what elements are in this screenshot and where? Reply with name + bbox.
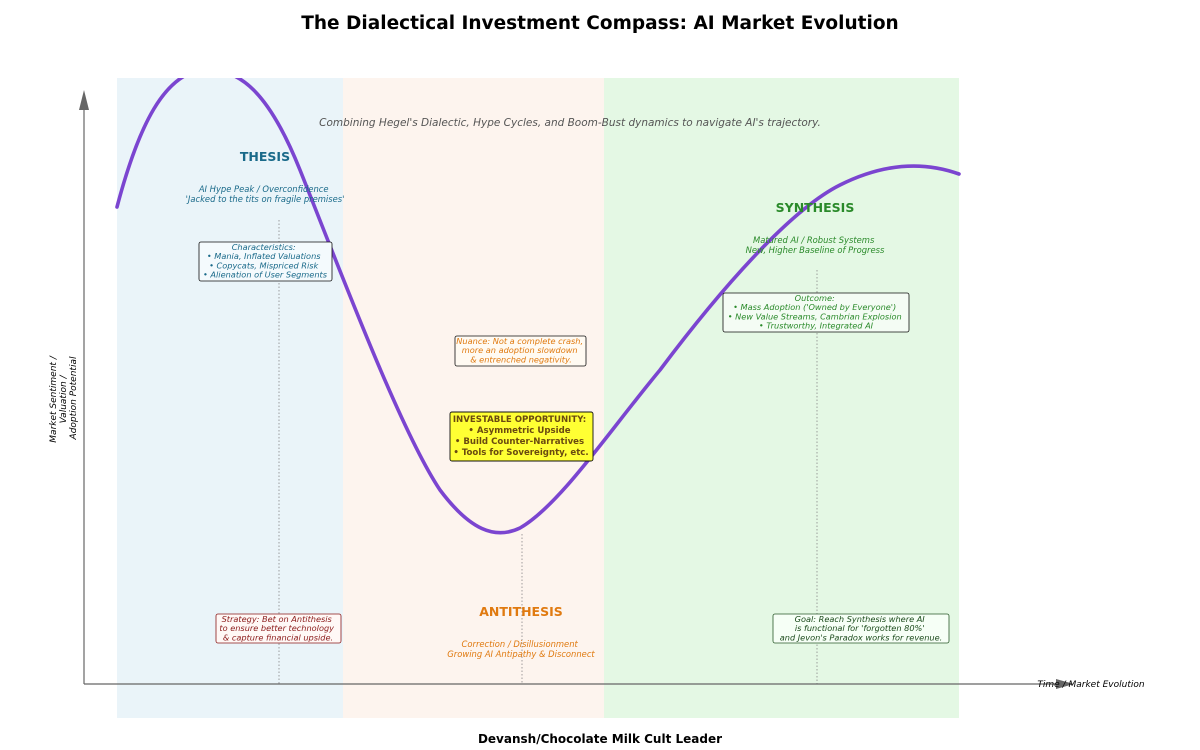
sentiment-curve — [115, 78, 961, 535]
diagram-title: The Dialectical Investment Compass: AI M… — [301, 13, 898, 34]
thesis-box-line-4: • Alienation of User Segments — [203, 270, 328, 280]
footer-credit: Devansh/Chocolate Milk Cult Leader — [478, 732, 722, 746]
thesis-box-line-2: • Mania, Inflated Valuations — [207, 251, 321, 261]
thesis-desc-line-1: AI Hype Peak / Overconfidence — [198, 184, 329, 194]
synthesis-region — [604, 78, 959, 718]
nuance-text: Nuance: Not a complete crash, more an ad… — [456, 336, 585, 364]
nuance-box — [454, 335, 587, 367]
nuance-line-2: more an adoption slowdown — [462, 345, 578, 355]
synthesis-outcome-text: Outcome: • Mass Adoption ('Owned by Ever… — [728, 293, 905, 331]
synthesis-desc-line-2: New, Higher Baseline of Progress — [746, 245, 885, 255]
thesis-box-line-1: Characteristics: — [232, 242, 296, 252]
opportunity-line-2: • Asymmetric Upside — [468, 426, 570, 436]
opportunity-line-1: INVESTABLE OPPORTUNITY: — [453, 415, 586, 425]
thesis-characteristics-box — [198, 241, 333, 282]
x-axis-label: Time / Market Evolution — [1037, 680, 1144, 690]
antithesis-desc-line-2: Growing AI Antipathy & Disconnect — [447, 649, 595, 659]
goal-line-3: and Jevon's Paradox works for revenue. — [780, 632, 942, 642]
synthesis-box-line-2: • Mass Adoption ('Owned by Everyone') — [733, 302, 896, 312]
goal-line-1: Goal: Reach Synthesis where AI — [795, 614, 926, 624]
antithesis-region — [343, 78, 604, 718]
nuance-line-3: & entrenched negativity. — [470, 354, 572, 364]
thesis-description: AI Hype Peak / Overconfidence 'Jacked to… — [186, 184, 345, 204]
thesis-desc-line-2: 'Jacked to the tits on fragile premises' — [186, 194, 345, 204]
y-axis-label-line-2: Valuation / — [59, 374, 69, 423]
goal-box — [772, 613, 950, 644]
goal-line-2: is functional for 'forgotten 80%' — [795, 623, 925, 633]
thesis-box-line-3: • Copycats, Mispriced Risk — [209, 260, 319, 270]
y-axis-label: Market Sentiment / Valuation / Adoption … — [49, 353, 79, 442]
antithesis-desc-line-1: Correction / Disillusionment — [462, 639, 579, 649]
synthesis-outcome-box — [722, 292, 910, 333]
goal-text: Goal: Reach Synthesis where AI is functi… — [780, 614, 942, 642]
strategy-line-3: & capture financial upside. — [223, 632, 333, 642]
y-axis-arrow — [79, 90, 89, 110]
strategy-text: Strategy: Bet on Antithesis to ensure be… — [219, 614, 336, 642]
strategy-line-2: to ensure better technology — [219, 623, 334, 633]
synthesis-box-line-3: • New Value Streams, Cambrian Explosion — [728, 311, 902, 321]
thesis-characteristics-text: Characteristics: • Mania, Inflated Valua… — [203, 242, 328, 280]
synthesis-box-line-4: • Trustworthy, Integrated AI — [759, 321, 874, 331]
strategy-line-1: Strategy: Bet on Antithesis — [222, 614, 333, 624]
synthesis-box-line-1: Outcome: — [795, 293, 835, 303]
diagram-subtitle: Combining Hegel's Dialectic, Hype Cycles… — [319, 117, 821, 129]
opportunity-line-3: • Build Counter-Narratives — [455, 437, 584, 447]
antithesis-description: Correction / Disillusionment Growing AI … — [447, 639, 595, 659]
synthesis-description: Matured AI / Robust Systems New, Higher … — [746, 235, 885, 255]
nuance-line-1: Nuance: Not a complete crash, — [456, 336, 583, 346]
synthesis-heading: SYNTHESIS — [776, 200, 855, 215]
synthesis-desc-line-1: Matured AI / Robust Systems — [753, 235, 875, 245]
thesis-heading: THESIS — [240, 149, 290, 164]
x-axis-arrow — [1056, 679, 1074, 689]
y-axis-label-line-1: Market Sentiment / — [49, 355, 59, 443]
opportunity-line-4: • Tools for Sovereignty, etc. — [453, 448, 588, 458]
y-axis-label-line-3: Adoption Potential — [69, 356, 79, 440]
opportunity-box — [449, 411, 594, 462]
antithesis-heading: ANTITHESIS — [479, 604, 563, 619]
opportunity-text: INVESTABLE OPPORTUNITY: • Asymmetric Ups… — [453, 415, 589, 458]
strategy-box — [215, 613, 342, 644]
